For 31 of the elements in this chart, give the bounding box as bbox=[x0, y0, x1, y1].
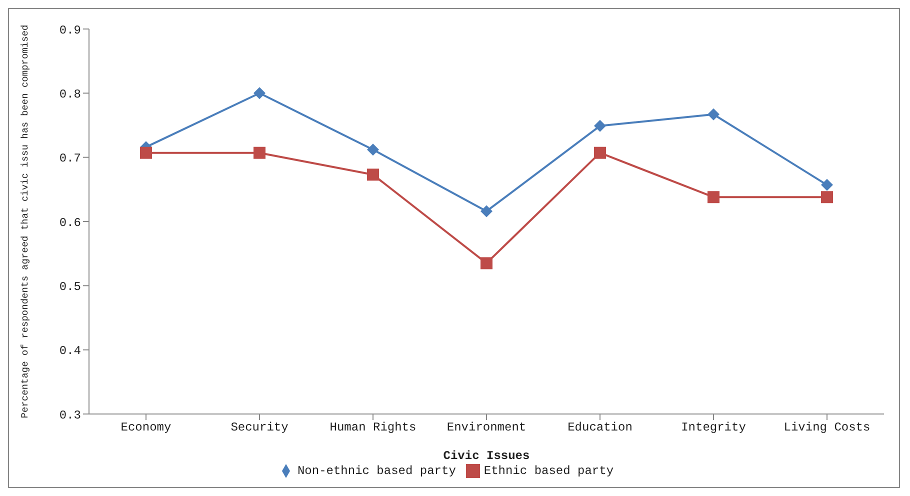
y-axis-title: Percentage of respondents agreed that civic issu has been compromised bbox=[19, 24, 30, 418]
point bbox=[140, 146, 152, 159]
point bbox=[594, 120, 606, 132]
x-tick-label: Environment bbox=[446, 420, 526, 435]
point bbox=[708, 108, 720, 120]
y-tick-label: 0.8 bbox=[59, 87, 81, 102]
x-tick-label: Living Costs bbox=[784, 420, 870, 435]
x-axis-title: Civic Issues bbox=[443, 449, 530, 463]
point bbox=[254, 146, 266, 159]
point bbox=[480, 257, 492, 270]
y-tick-label: 0.5 bbox=[59, 280, 81, 294]
point bbox=[254, 87, 266, 100]
point bbox=[367, 168, 379, 181]
legend-label: Non-ethnic based party bbox=[297, 464, 456, 478]
y-tick-label: 0.4 bbox=[59, 344, 81, 358]
y-tick-label: 0.6 bbox=[59, 216, 81, 230]
point bbox=[821, 191, 833, 204]
point bbox=[594, 146, 606, 159]
point bbox=[480, 205, 492, 218]
point bbox=[367, 144, 379, 156]
x-tick-label: Human Rights bbox=[330, 420, 416, 435]
x-tick-label: Education bbox=[568, 420, 632, 435]
y-tick-label: 0.3 bbox=[59, 408, 81, 422]
point bbox=[821, 178, 833, 191]
y-tick-label: 0.7 bbox=[59, 152, 81, 166]
y-tick-label: 0.9 bbox=[59, 23, 81, 38]
x-tick-label: Integrity bbox=[681, 420, 746, 435]
x-tick-label: Security bbox=[230, 420, 288, 435]
point bbox=[708, 191, 720, 204]
x-tick-label: Economy bbox=[120, 420, 172, 435]
legend-label: Ethnic based party bbox=[484, 464, 614, 478]
